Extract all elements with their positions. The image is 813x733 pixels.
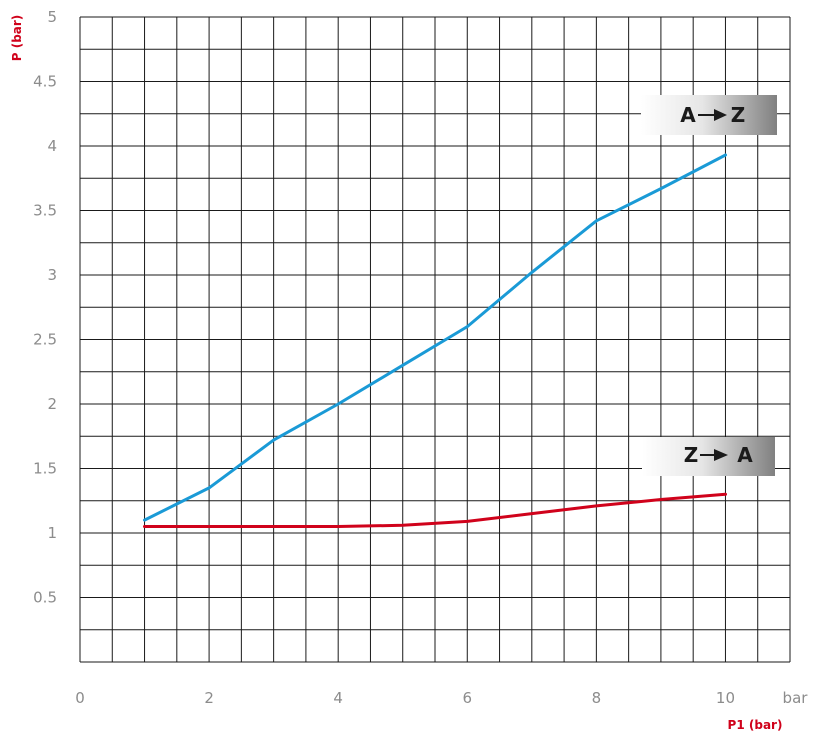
badge-a-to-z-right: Z [731, 103, 746, 127]
series-a-to-z-badge: A Z [641, 95, 777, 135]
y-tick-label: 1 [47, 524, 57, 542]
y-tick-label: 2.5 [33, 331, 57, 349]
x-tick-label: 4 [333, 689, 343, 707]
right-arrow-icon [698, 109, 727, 121]
series-layer [143, 153, 727, 528]
y-tick-label: 3 [47, 266, 57, 284]
right-arrow-icon [700, 449, 728, 461]
tick-labels: 0 2 4 6 8 10 0.5 1 1.5 2 2.5 3 3.5 4 4.5 5 [33, 8, 735, 707]
grid [79, 16, 791, 663]
badge-z-to-a-right: A [737, 443, 753, 467]
y-tick-label: 4.5 [33, 73, 57, 91]
y-axis-title: P (bar) [10, 15, 24, 62]
series-z-to-a-badge: Z A [642, 437, 775, 476]
x-tick-label: 0 [75, 689, 85, 707]
series-line-a-to-z [143, 153, 727, 522]
x-tick-label: 10 [716, 689, 735, 707]
y-tick-label: 1.5 [33, 460, 57, 478]
x-axis-title: P1 (bar) [728, 718, 783, 732]
y-tick-label: 3.5 [33, 202, 57, 220]
badge-z-to-a-left: Z [684, 443, 699, 467]
y-tick-label: 0.5 [33, 589, 57, 607]
y-tick-label: 5 [47, 8, 57, 26]
x-axis-unit: bar [783, 689, 809, 707]
x-tick-label: 8 [592, 689, 602, 707]
x-tick-label: 6 [462, 689, 472, 707]
x-tick-label: 2 [204, 689, 214, 707]
series-line-z-to-a [143, 492, 727, 528]
y-tick-label: 2 [47, 395, 57, 413]
y-tick-label: 4 [47, 137, 57, 155]
badge-a-to-z-left: A [680, 103, 696, 127]
